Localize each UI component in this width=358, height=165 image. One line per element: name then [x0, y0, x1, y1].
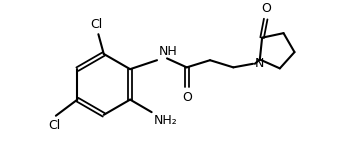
Text: N: N [255, 57, 264, 70]
Text: O: O [182, 91, 192, 104]
Text: Cl: Cl [48, 119, 60, 132]
Text: O: O [261, 2, 271, 16]
Text: NH: NH [159, 45, 178, 58]
Text: NH₂: NH₂ [154, 114, 177, 127]
Text: Cl: Cl [91, 18, 103, 31]
